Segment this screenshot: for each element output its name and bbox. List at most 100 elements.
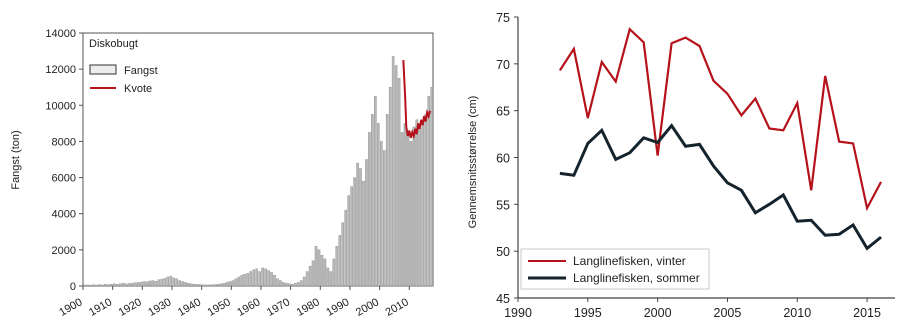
size-y-tick-label: 70: [496, 58, 510, 72]
legend-summer-label: Langlinefisken, sommer: [573, 271, 700, 285]
catch-bar: [317, 249, 321, 287]
catch-bar: [142, 281, 146, 287]
catch-bar: [237, 276, 241, 287]
size-x-tick-label: 2015: [853, 306, 881, 320]
catch-bar: [222, 283, 226, 287]
catch-bar: [418, 128, 422, 287]
catch-bar: [234, 278, 238, 287]
catch-bar: [311, 260, 315, 287]
catch-x-tick-label: 1980: [295, 296, 322, 319]
catch-bar: [394, 65, 398, 287]
size-x-tick-label: 1995: [574, 306, 602, 320]
size-y-tick-label: 55: [496, 198, 510, 212]
catch-bar: [124, 283, 128, 287]
catch-bar: [86, 284, 89, 287]
catch-x-tick-label: 1970: [265, 296, 292, 319]
catch-bar: [371, 114, 374, 287]
catch-bar: [293, 283, 297, 287]
catch-bar: [225, 282, 229, 287]
catch-bar: [104, 284, 107, 287]
catch-bar: [92, 284, 95, 287]
size-y-tick-label: 50: [496, 245, 510, 259]
size-x-ticks: 1990 1995 2000 2005 2010 2015: [504, 298, 881, 320]
size-legend-box: [520, 248, 710, 290]
catch-bar: [243, 274, 247, 287]
catch-bar: [279, 280, 282, 287]
catch-bar: [196, 284, 199, 287]
catch-x-tick-label: 1930: [146, 296, 173, 319]
catch-y-axis-label: Fangst (ton): [10, 130, 22, 189]
catch-bar: [166, 276, 170, 287]
catch-chart-title: Diskobugt: [89, 38, 138, 50]
catch-bar: [385, 114, 389, 287]
catch-bar: [380, 141, 383, 287]
catch-y-tick-label: 12000: [45, 64, 76, 76]
catch-bar: [163, 278, 167, 287]
catch-x-tick-label: 1990: [324, 296, 351, 319]
catch-bar: [246, 273, 250, 287]
catch-x-ticks: 1900 1910 1920 1930 1940 1950 1960 1970 1980 1990…: [57, 286, 411, 319]
catch-x-tick-label: 2010: [384, 296, 411, 319]
catch-bar: [388, 87, 392, 287]
catch-bar: [276, 278, 279, 287]
catch-bar: [216, 283, 220, 287]
catch-bar: [347, 195, 350, 287]
catch-bar: [101, 284, 104, 287]
catch-bar: [145, 281, 149, 287]
catch-bar: [261, 267, 264, 287]
catch-x-tick-label: 2000: [354, 296, 381, 319]
catch-bar: [382, 150, 386, 287]
catch-bar: [406, 132, 410, 287]
catch-bar: [199, 284, 202, 287]
catch-bar: [409, 141, 413, 287]
catch-bar: [285, 283, 288, 287]
catch-bar: [332, 258, 336, 287]
catch-bar: [267, 270, 270, 287]
catch-y-ticks: 0 2000 4000 6000 8000 10000 12000 14000: [45, 28, 83, 293]
catch-bar: [118, 283, 122, 287]
catch-bar: [127, 283, 131, 287]
catch-bar: [83, 284, 86, 287]
catch-bar: [154, 281, 158, 287]
catch-y-tick-label: 8000: [52, 136, 76, 148]
catch-bar: [326, 267, 330, 287]
catch-bar: [133, 282, 137, 287]
catch-bar: [110, 283, 113, 287]
legend-fangst-swatch: [89, 64, 117, 75]
catch-bar: [421, 123, 425, 287]
catch-bar: [344, 209, 347, 287]
size-y-tick-label: 60: [496, 152, 510, 166]
size-x-tick-label: 2005: [714, 306, 742, 320]
catch-bar: [181, 281, 184, 287]
size-y-tick-label: 65: [496, 105, 510, 119]
size-x-tick-label: 1990: [504, 306, 532, 320]
catch-x-tick-label: 1920: [117, 296, 144, 319]
catch-bar: [255, 268, 258, 287]
catch-bar: [95, 284, 98, 287]
catch-bar: [231, 280, 235, 287]
legend-fangst-label: Fangst: [124, 65, 158, 77]
catch-bar: [296, 282, 300, 287]
catch-bar: [252, 269, 256, 287]
size-legend: Langlinefisken, vinter Langlinefisken, s…: [520, 248, 710, 290]
catch-bar: [213, 284, 217, 287]
catch-y-tick-label: 14000: [45, 28, 76, 40]
catch-x-tick-label: 1940: [176, 296, 203, 319]
catch-bar: [427, 96, 431, 287]
catch-bar: [305, 271, 309, 287]
catch-x-tick-label: 1900: [57, 296, 84, 319]
catch-bar: [391, 56, 395, 287]
catch-bar: [193, 283, 196, 287]
catch-bar: [412, 126, 416, 287]
legend-kvote-label: Kvote: [124, 83, 152, 95]
size-y-axis-label: Gennemsnitsstørrelse (cm): [467, 96, 479, 229]
catch-bar: [368, 132, 371, 287]
catch-bar: [356, 162, 359, 287]
catch-bar: [240, 274, 244, 287]
catch-bar: [273, 274, 276, 287]
catch-bar: [139, 282, 143, 287]
catch-bar: [338, 235, 342, 287]
winter-series-line: [558, 27, 883, 212]
catch-bar: [187, 283, 190, 287]
